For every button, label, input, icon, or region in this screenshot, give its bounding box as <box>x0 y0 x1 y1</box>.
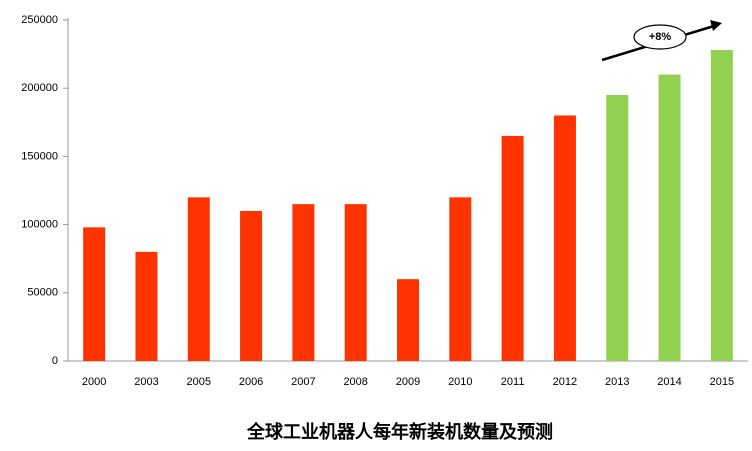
x-tick-label: 2007 <box>291 376 315 388</box>
x-tick-label: 2008 <box>343 376 367 388</box>
bar <box>710 50 733 362</box>
x-tick-label: 2010 <box>448 376 472 388</box>
x-tick-label: 2012 <box>553 376 577 388</box>
bar <box>449 197 472 361</box>
x-tick-label: 2003 <box>134 376 158 388</box>
x-tick-label: 2006 <box>239 376 263 388</box>
arrow-head <box>710 20 722 31</box>
x-tick-label: 2005 <box>187 376 211 388</box>
y-tick-label: 50000 <box>27 287 58 299</box>
bar <box>606 95 629 362</box>
bar <box>240 210 263 361</box>
x-tick-label: 2011 <box>501 376 525 388</box>
bar <box>501 135 524 361</box>
x-tick-label: 2009 <box>396 376 420 388</box>
annotation: +8% <box>649 31 672 43</box>
y-tick-label: 0 <box>52 355 58 367</box>
bar <box>658 74 681 361</box>
bar <box>344 204 367 361</box>
bar <box>187 197 210 361</box>
x-tick-label: 2000 <box>82 376 106 388</box>
chart-title: 全球工业机器人每年新装机数量及预测 <box>246 421 553 443</box>
x-tick-label: 2015 <box>710 376 734 388</box>
bar <box>553 115 576 361</box>
bar <box>397 279 419 361</box>
y-tick-label: 150000 <box>21 150 58 162</box>
y-tick-label: 100000 <box>21 219 58 231</box>
x-tick-label: 2013 <box>605 376 629 388</box>
y-tick-label: 250000 <box>21 14 58 26</box>
bar <box>135 251 158 361</box>
y-tick-label: 200000 <box>21 82 58 94</box>
bar <box>292 204 315 361</box>
annotation-bubble <box>633 24 687 50</box>
x-tick-label: 2014 <box>657 376 681 388</box>
bar <box>83 227 106 361</box>
